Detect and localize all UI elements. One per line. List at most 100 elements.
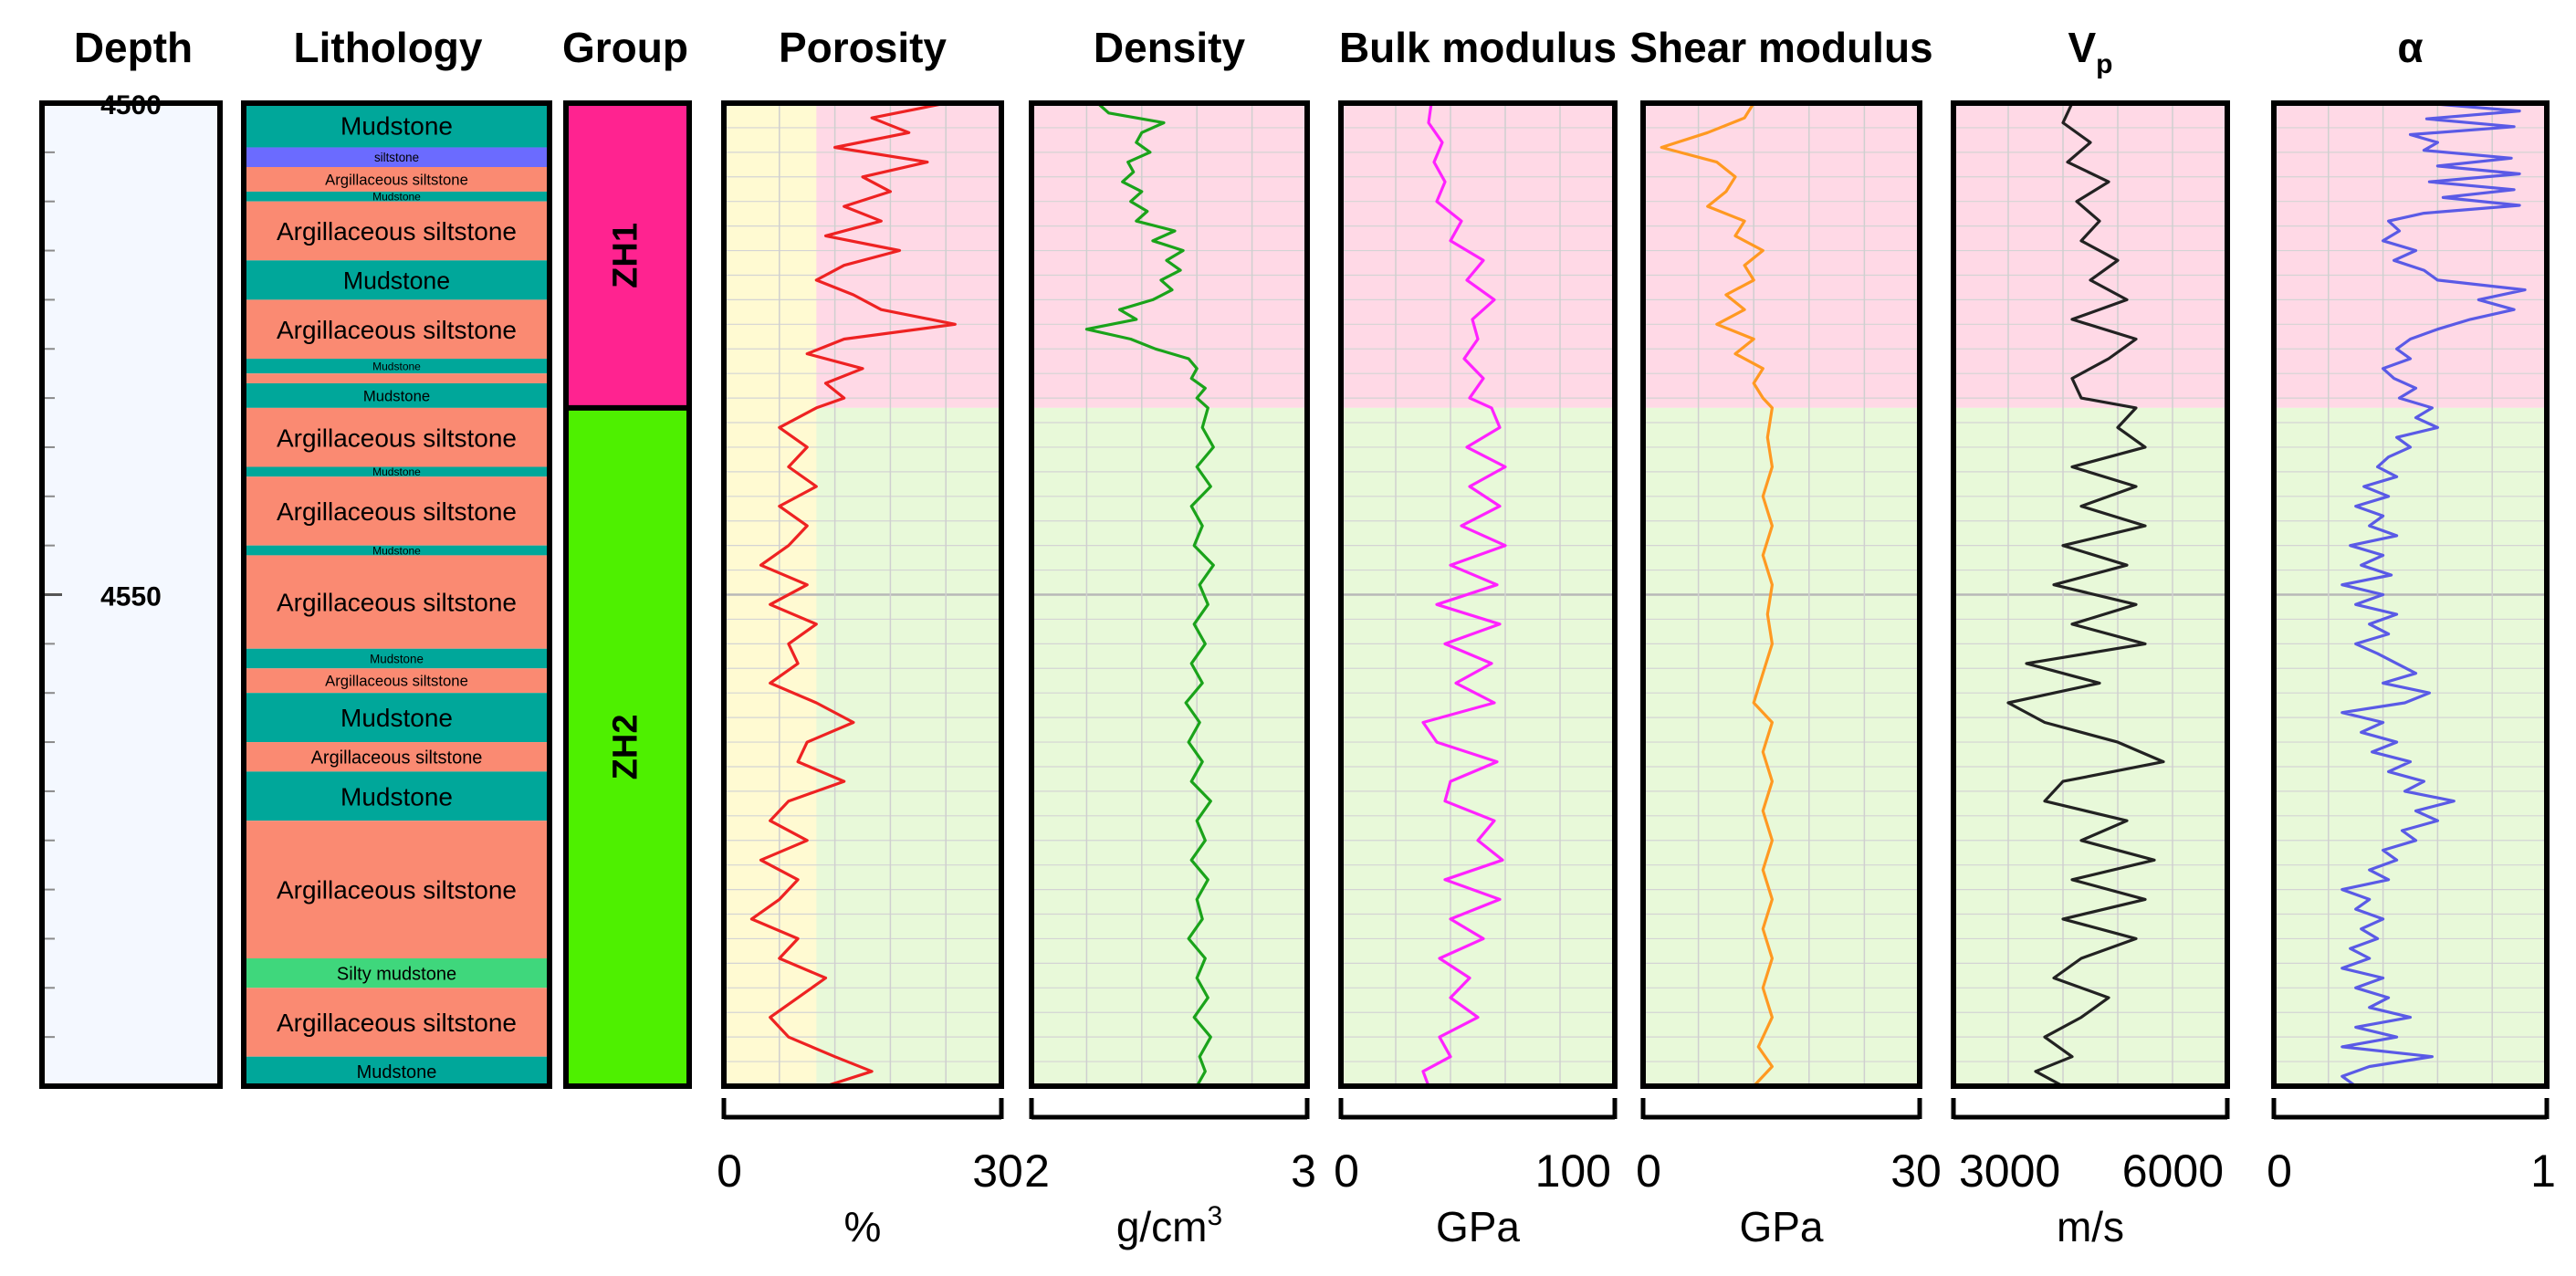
group-zone-zh2 (566, 407, 689, 1086)
lithology-layer-label: Silty mudstone (337, 964, 456, 984)
lithology-layer (244, 742, 550, 772)
porosity-title: Porosity (779, 24, 947, 71)
density-tick-label-right: 3 (1291, 1145, 1316, 1197)
alpha-title: α (2397, 24, 2423, 71)
group-track-border (563, 100, 692, 1089)
vp-title: Vp (2068, 24, 2112, 79)
lithology-track-border (241, 100, 552, 1089)
bulk-tick-label-right: 100 (1535, 1145, 1611, 1197)
shear-tick-label-right: 30 (1890, 1145, 1942, 1197)
lithology-layer (244, 771, 550, 821)
track-vp: Vp 3000 6000 m/s (1951, 24, 2230, 1250)
shear-unit-label: GPa (1739, 1203, 1823, 1250)
zone-background (1643, 407, 1920, 1086)
shear-title: Shear modulus (1629, 24, 1932, 71)
zone-background (1643, 103, 1920, 408)
lithology-layer-label: Argillaceous siltstone (277, 589, 517, 617)
track-porosity: Porosity 0 30% (717, 24, 1023, 1250)
lithology-layer-label: Argillaceous siltstone (277, 876, 517, 905)
vp-tick-label-left: 3000 (1959, 1145, 2060, 1197)
lithology-layer-label: Mudstone (340, 111, 453, 140)
lithology-layer (244, 103, 550, 148)
track-alpha: α 0 1 (2267, 24, 2556, 1197)
porosity-track-border (721, 100, 1004, 1089)
lithology-layer-label: Argillaceous siltstone (311, 748, 483, 768)
shear-curve (1660, 102, 1775, 1088)
lithology-layer (244, 407, 550, 467)
lithology-layer (244, 260, 550, 300)
density-unit-label: g/cm3 (1116, 1201, 1222, 1250)
lithology-layer (244, 1056, 550, 1086)
lithology-layer (244, 373, 550, 383)
track-density: Density 2 3 g/cm3 (1024, 24, 1316, 1250)
lithology-layer (244, 191, 550, 202)
density-title: Density (1094, 24, 1246, 71)
shear-track-border (1640, 100, 1922, 1089)
track-bulk: Bulk modulus 0 100 GPa (1334, 24, 1618, 1250)
lithology-layer-label: Mudstone (372, 544, 421, 557)
lithology-layer (244, 382, 550, 408)
porosity-unit-label: % (844, 1203, 882, 1250)
lithology-layer-label: Argillaceous siltstone (277, 497, 517, 526)
lithology-layer-label: Argillaceous siltstone (277, 217, 517, 246)
lithology-layer-label: Argillaceous siltstone (277, 316, 517, 344)
lithology-layer-label: Mudstone (363, 387, 430, 404)
density-tick-label-left: 2 (1024, 1145, 1050, 1197)
track-shear: Shear modulus 0 30 GPa (1629, 24, 1941, 1250)
density-track-border (1029, 100, 1310, 1089)
lithology-layer (244, 957, 550, 988)
bulk-unit-label: GPa (1436, 1203, 1520, 1250)
lithology-layer-label: Mudstone (372, 465, 421, 478)
lithology-layer-label: Mudstone (357, 1062, 437, 1083)
zone-background (1341, 407, 1615, 1086)
lithology-layer-label: Mudstone (343, 267, 450, 294)
lithology-layer (244, 476, 550, 546)
zone-background (1031, 407, 1307, 1086)
lithology-layer (244, 299, 550, 360)
bulk-curve (1421, 102, 1507, 1087)
porosity-curve (749, 101, 957, 1088)
vp-track-border (1951, 100, 2230, 1089)
porosity-tick-label-left: 0 (717, 1145, 742, 1197)
zone-background (2274, 103, 2547, 408)
lithology-layer-label: Mudstone (372, 191, 421, 204)
lithology-layer-label: Argillaceous siltstone (277, 424, 517, 452)
depth-tick-label: 4550 (100, 582, 162, 612)
lithology-layer-label: Mudstone (370, 652, 424, 665)
lithology-layer (244, 466, 550, 477)
lithology-layer (244, 648, 550, 669)
depth-title: Depth (74, 24, 193, 71)
bulk-track-border (1338, 100, 1618, 1089)
lithology-layer-label: Argillaceous siltstone (325, 171, 468, 188)
lithology-layer (244, 545, 550, 556)
lithology-layer (244, 988, 550, 1057)
group-label: ZH2 (607, 715, 645, 780)
depth-track-border (39, 100, 223, 1089)
zone-background (1031, 103, 1307, 408)
vp-tick-label-right: 6000 (2122, 1145, 2224, 1197)
alpha-tick-label-left: 0 (2267, 1145, 2292, 1197)
lithology-layer (244, 167, 550, 192)
zone-background (1953, 103, 2227, 408)
density-curve (1084, 101, 1215, 1087)
lithology-layer-label: Argillaceous siltstone (325, 673, 468, 690)
zone-background (2274, 407, 2547, 1086)
alpha-track-border (2271, 100, 2550, 1089)
vp-unit-label: m/s (2057, 1203, 2124, 1250)
vp-curve (2006, 102, 2165, 1088)
lithology-layer-label: Mudstone (372, 360, 421, 372)
lithology-title: Lithology (294, 24, 483, 71)
lithology-layer (244, 668, 550, 694)
lithology-layer (244, 693, 550, 743)
lithology-layer (244, 201, 550, 261)
lithology-layer (244, 821, 550, 958)
lithology-layer-label: Mudstone (340, 704, 453, 732)
alpha-tick-label-right: 1 (2530, 1145, 2556, 1197)
group-label: ZH1 (607, 223, 645, 288)
bulk-tick-label-left: 0 (1334, 1145, 1359, 1197)
lithology-layer (244, 147, 550, 168)
bulk-title: Bulk modulus (1339, 24, 1617, 71)
depth-track-background (42, 103, 220, 1086)
